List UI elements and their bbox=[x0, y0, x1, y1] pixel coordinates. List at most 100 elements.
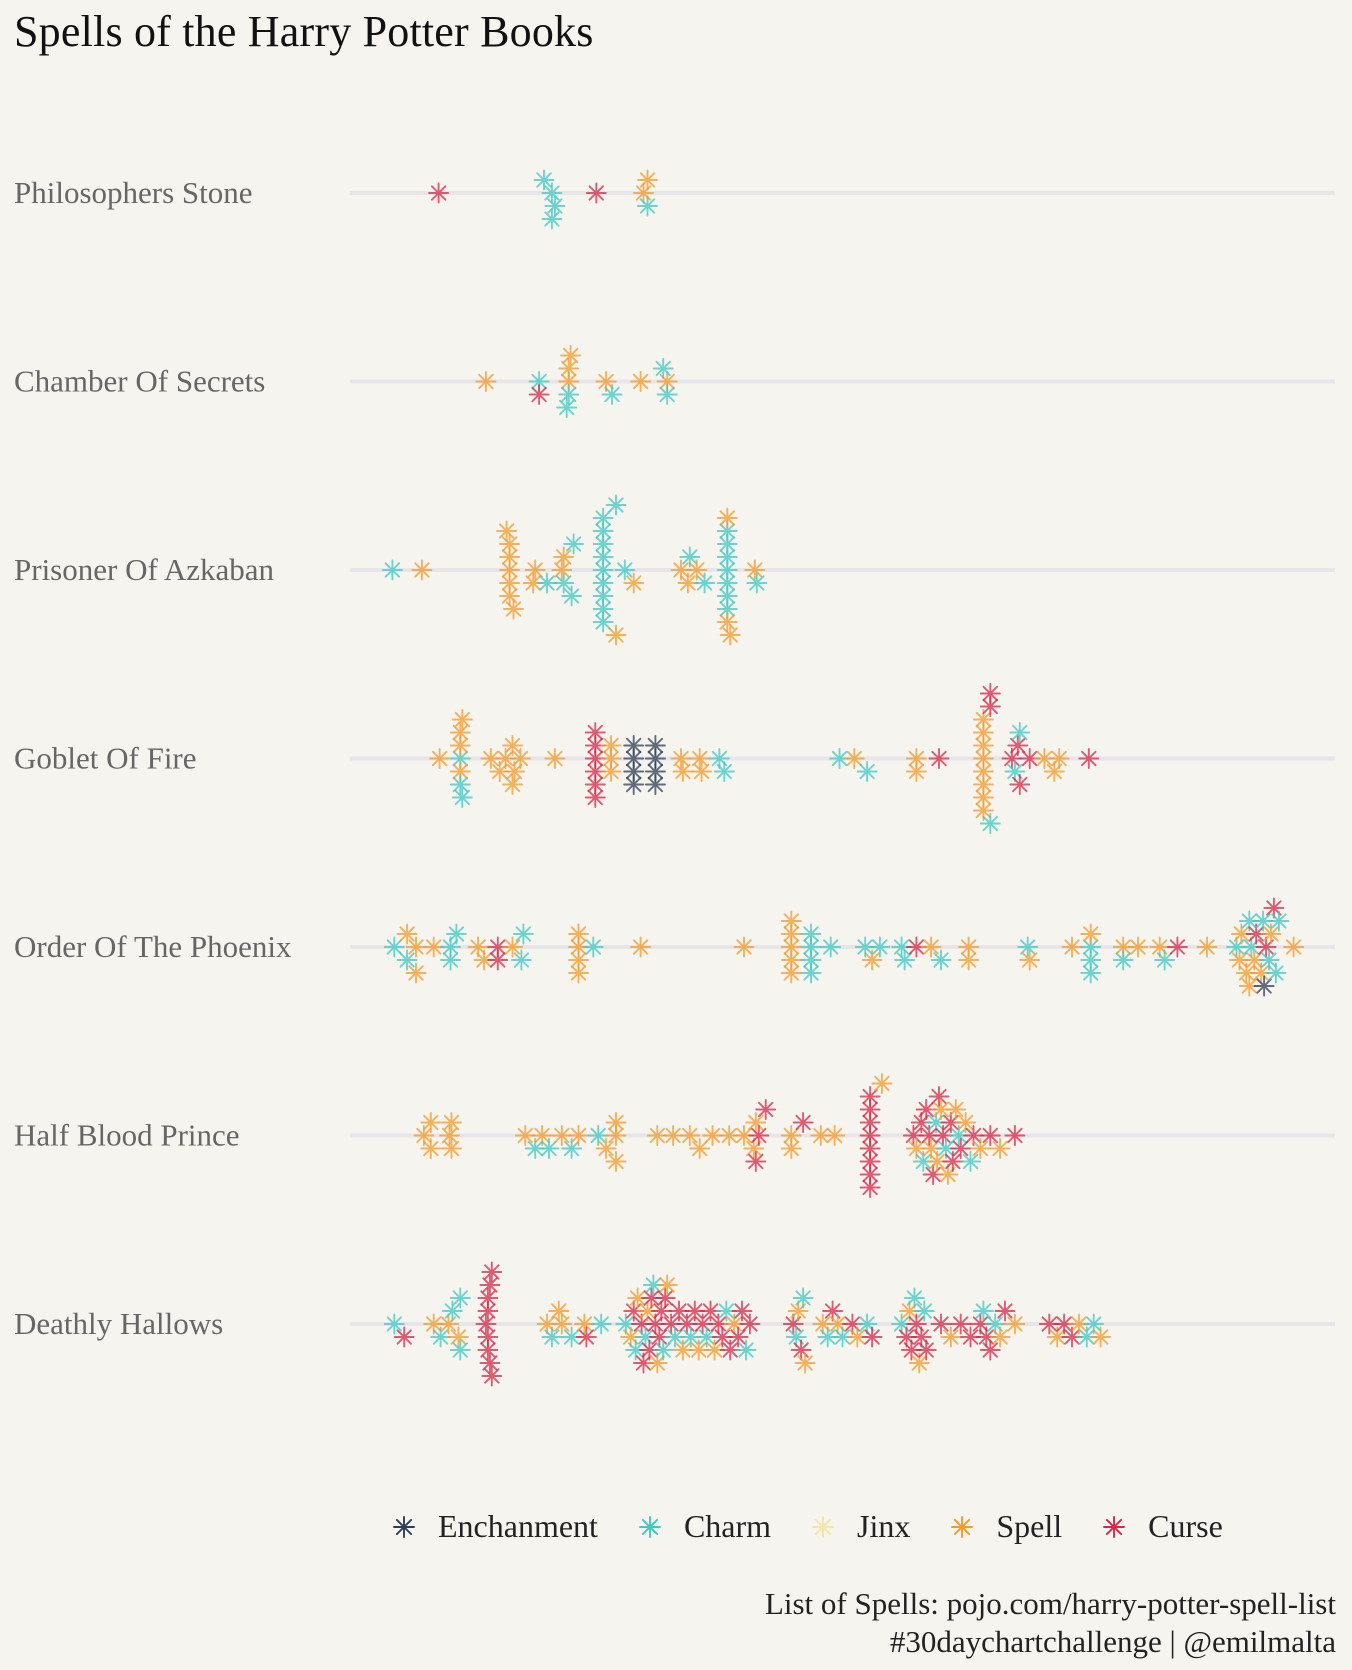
swarm-point bbox=[1043, 761, 1065, 782]
swarm-point bbox=[942, 1151, 964, 1172]
swarm-point bbox=[1061, 1326, 1083, 1348]
swarm-point bbox=[656, 384, 678, 405]
swarm-point bbox=[623, 735, 645, 756]
swarm-point bbox=[600, 735, 622, 756]
swarm-point bbox=[592, 572, 614, 594]
swarm-point bbox=[411, 559, 433, 581]
swarm-point bbox=[568, 1125, 589, 1146]
swarm-point bbox=[423, 936, 445, 958]
swarm-point bbox=[1253, 975, 1275, 997]
swarm-point bbox=[780, 923, 802, 945]
swarm-point bbox=[1260, 923, 1282, 945]
swarm-point bbox=[1230, 923, 1252, 945]
swarm-point bbox=[477, 1339, 499, 1361]
swarm-point bbox=[573, 1313, 595, 1335]
swarm-point bbox=[487, 949, 509, 971]
swarm-point bbox=[979, 683, 1001, 704]
swarm-point bbox=[719, 1339, 741, 1361]
swarm-point bbox=[672, 761, 694, 782]
swarm-point bbox=[780, 962, 802, 984]
swarm-point bbox=[449, 1339, 471, 1361]
swarm-point bbox=[861, 949, 883, 971]
swarm-point bbox=[590, 1313, 612, 1335]
swarm-point bbox=[551, 1313, 573, 1335]
swarm-point bbox=[481, 1365, 503, 1387]
swarm-point bbox=[905, 936, 927, 958]
swarm-point bbox=[449, 1287, 471, 1309]
swarm-point bbox=[504, 761, 525, 782]
legend-swatch bbox=[638, 1515, 661, 1538]
swarm-point bbox=[1255, 936, 1277, 958]
swarm-point bbox=[383, 936, 405, 958]
swarm-point bbox=[1196, 936, 1218, 958]
swarm-point bbox=[420, 1112, 442, 1133]
swarm-point bbox=[735, 1339, 757, 1361]
swarm-point bbox=[561, 1138, 583, 1159]
swarm-point bbox=[745, 1112, 767, 1133]
swarm-point bbox=[871, 1073, 893, 1094]
swarm-point bbox=[553, 546, 575, 568]
swarm-point bbox=[704, 1339, 725, 1361]
swarm-point bbox=[928, 748, 950, 769]
swarm-point bbox=[1019, 949, 1041, 971]
swarm-point bbox=[739, 1313, 761, 1335]
swarm-point bbox=[449, 722, 471, 743]
swarm-point bbox=[495, 748, 517, 769]
row-label: Prisoner Of Azkaban bbox=[14, 552, 274, 587]
swarm-point bbox=[447, 1326, 469, 1348]
legend-label: Jinx bbox=[857, 1508, 911, 1544]
swarm-point bbox=[686, 559, 708, 581]
swarm-point bbox=[1283, 936, 1305, 958]
swarm-point bbox=[568, 962, 589, 984]
swarm-point bbox=[592, 507, 614, 529]
swarm-point bbox=[930, 1313, 952, 1335]
swarm-point bbox=[780, 910, 802, 932]
swarm-point bbox=[800, 923, 822, 945]
swarm-point bbox=[994, 1300, 1016, 1322]
swarm-point bbox=[575, 1326, 597, 1348]
swarm-point bbox=[561, 1326, 583, 1348]
swarm-point bbox=[614, 559, 636, 581]
swarm-point bbox=[499, 533, 521, 555]
swarm-point bbox=[449, 774, 471, 795]
swarm-point bbox=[467, 936, 489, 958]
swarm-point bbox=[479, 1352, 501, 1374]
swarm-point bbox=[950, 1138, 972, 1159]
swarm-point bbox=[696, 1326, 718, 1348]
swarm-point bbox=[503, 598, 524, 620]
swarm-point bbox=[1033, 748, 1055, 769]
swarm-point bbox=[1258, 949, 1280, 971]
swarm-point bbox=[869, 936, 891, 958]
swarm-point bbox=[568, 949, 589, 971]
swarm-point bbox=[652, 1339, 674, 1361]
swarm-point bbox=[605, 1112, 627, 1133]
swarm-point bbox=[915, 1339, 937, 1361]
swarm-point bbox=[910, 1112, 932, 1133]
legend-label: Curse bbox=[1148, 1508, 1223, 1544]
swarm-point bbox=[910, 1326, 932, 1348]
swarm-point bbox=[1166, 936, 1188, 958]
swarm-point bbox=[605, 624, 627, 646]
swarm-point bbox=[405, 962, 427, 984]
swarm-point bbox=[743, 1138, 765, 1159]
swarm-point bbox=[859, 1086, 881, 1107]
swarm-point bbox=[592, 585, 614, 607]
swarm-point bbox=[668, 1300, 690, 1322]
swarm-point bbox=[1263, 897, 1285, 919]
swarm-point bbox=[960, 1151, 981, 1172]
legend-item: Curse bbox=[1102, 1508, 1223, 1545]
swarm-point bbox=[584, 722, 606, 743]
legend: Enchanment Charm Jinx Spell Curse bbox=[392, 1508, 1263, 1545]
swarm-point bbox=[538, 1138, 560, 1159]
swarm-point bbox=[979, 1125, 1001, 1146]
swarm-point bbox=[972, 1300, 994, 1322]
swarm-point bbox=[512, 923, 534, 945]
swarm-point bbox=[393, 1326, 415, 1348]
swarm-point bbox=[930, 949, 952, 971]
swarm-point bbox=[708, 748, 730, 769]
swarm-point bbox=[856, 1313, 878, 1335]
caption: List of Spells: pojo.com/harry-potter-sp… bbox=[765, 1585, 1336, 1661]
swarm-point bbox=[958, 949, 980, 971]
swarm-point bbox=[940, 1326, 962, 1348]
swarm-point bbox=[551, 559, 573, 581]
